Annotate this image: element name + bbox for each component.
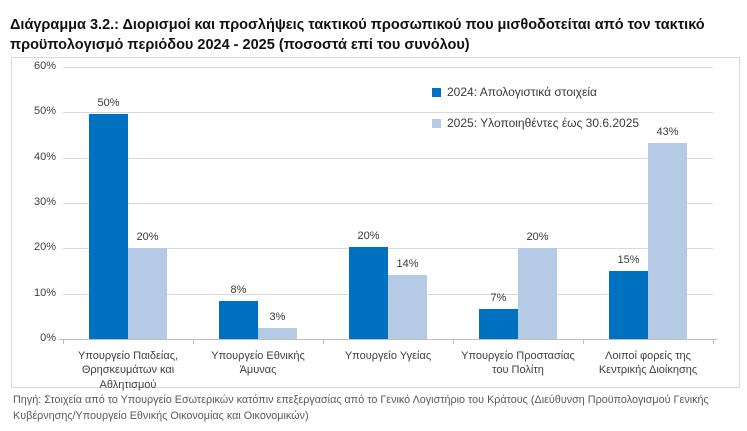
bar-2024	[219, 301, 258, 339]
chart-legend: 2024: Απολογιστικά στοιχεία 2025: Υλοποι…	[432, 85, 639, 147]
legend-label-2025: 2025: Υλοποιηθέντες έως 30.6.2025	[447, 116, 640, 130]
bar-2025	[518, 248, 557, 339]
chart-title: Διάγραμμα 3.2.: Διορισμοί και προσλήψεις…	[10, 16, 705, 53]
bar-value-label: 20%	[357, 229, 380, 242]
x-axis-line	[59, 339, 717, 340]
plot-area: 0% 10% 20% 30% 40% 50% 60% 50% 20% Υπουργείο Παιδ…	[34, 60, 717, 391]
bar-value-label: 50%	[97, 96, 120, 109]
y-axis-tick-label: 30%	[33, 196, 56, 208]
x-axis-category-label: Υπουργείο Εθνικής Άμυνας	[211, 350, 305, 377]
x-axis-category-label: Λοιποί φορείς της Κεντρικής Διοίκησης	[598, 350, 698, 377]
x-axis-tick	[193, 339, 194, 344]
legend-item-2025: 2025: Υλοποιηθέντες έως 30.6.2025	[432, 116, 639, 130]
bar-2024	[479, 308, 518, 339]
y-axis-tick-label: 50%	[33, 105, 56, 118]
y-axis-tick-label: 10%	[33, 286, 56, 299]
legend-item-2024: 2024: Απολογιστικά στοιχεία	[432, 85, 639, 99]
y-axis-tick-label: 20%	[33, 241, 56, 254]
y-axis-tick-label: 40%	[33, 150, 56, 163]
bar-2025	[388, 274, 427, 339]
x-axis-tick	[713, 339, 714, 344]
bar-value-label: 20%	[526, 231, 549, 244]
bar-value-label: 14%	[396, 257, 419, 270]
bar-2025	[128, 248, 167, 339]
x-axis-category-label: Υπουργείο Προστασίας του Πολίτη	[461, 350, 575, 377]
bar-2024	[609, 271, 648, 339]
bar-2024	[89, 113, 128, 339]
grid-line	[63, 67, 713, 68]
x-axis-category-label: Υπουργείο Υγείας	[344, 350, 432, 362]
x-axis-tick	[583, 339, 584, 344]
x-axis-tick	[63, 339, 64, 344]
x-axis-tick	[323, 339, 324, 344]
y-axis-tick-label: 0%	[40, 332, 56, 344]
bar-value-label: 20%	[136, 231, 159, 244]
y-axis-tick-label: 60%	[33, 60, 56, 72]
chart-area: 0% 10% 20% 30% 40% 50% 60% 50% 20% Υπουργείο Παιδ…	[11, 57, 740, 391]
bar-value-label: 7%	[490, 291, 507, 304]
bar-2024	[349, 246, 388, 339]
legend-label-2024: 2024: Απολογιστικά στοιχεία	[447, 85, 597, 99]
grid-line	[63, 157, 713, 159]
x-axis-tick	[453, 339, 454, 344]
bar-value-label: 3%	[269, 310, 286, 323]
bar-value-label: 15%	[617, 254, 640, 266]
bar-2025	[648, 142, 687, 339]
legend-swatch-2024-icon	[432, 87, 441, 97]
grid-line	[63, 112, 713, 114]
x-axis-category-label: Υπουργείο Παιδείας, Θρησκευμάτων και Αθλ…	[77, 350, 179, 391]
bar-2025	[258, 327, 297, 339]
legend-swatch-2025-icon	[432, 118, 441, 128]
bar-value-label: 43%	[656, 125, 679, 138]
grid-line	[63, 248, 713, 250]
bar-value-label: 8%	[230, 284, 247, 297]
source-note: Πηγή: Στοιχεία από το Υπουργείο Εσωτερικ…	[13, 394, 709, 422]
grid-line	[63, 203, 713, 204]
